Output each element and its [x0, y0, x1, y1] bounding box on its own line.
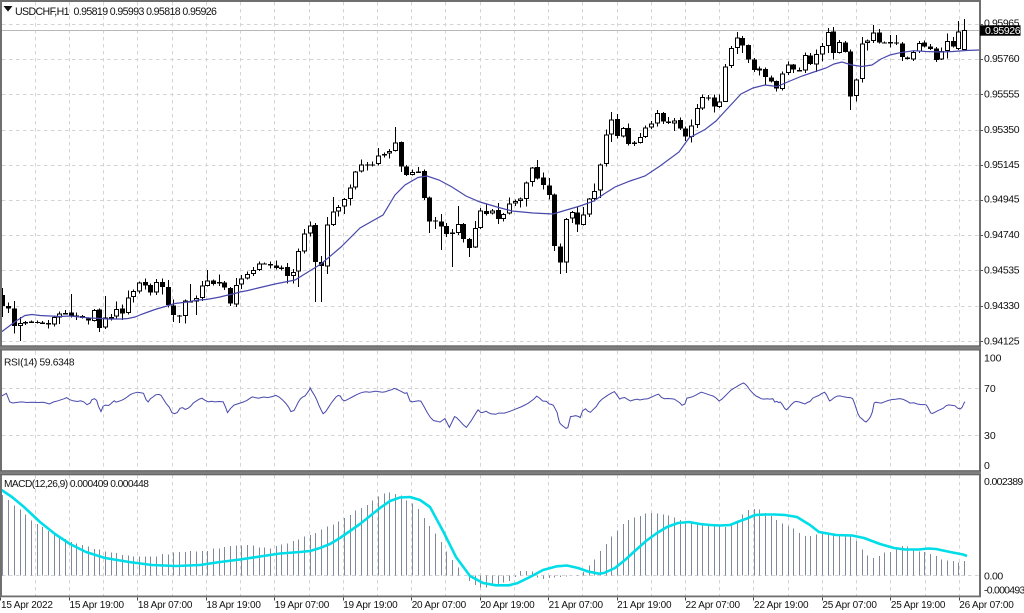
svg-text:RSI(14) 59.6348: RSI(14) 59.6348	[4, 358, 75, 369]
svg-text:20 Apr 19:00: 20 Apr 19:00	[480, 600, 535, 611]
svg-text:22 Apr 19:00: 22 Apr 19:00	[754, 600, 809, 611]
svg-text:18 Apr 19:00: 18 Apr 19:00	[206, 600, 261, 611]
svg-text:25 Apr 07:00: 25 Apr 07:00	[822, 600, 877, 611]
svg-text:21 Apr 19:00: 21 Apr 19:00	[617, 600, 672, 611]
svg-text:-0.000493: -0.000493	[984, 585, 1024, 597]
svg-text:100: 100	[984, 352, 1002, 364]
svg-text:25 Apr 19:00: 25 Apr 19:00	[891, 600, 946, 611]
svg-text:30: 30	[984, 430, 996, 442]
svg-text:0.94740: 0.94740	[984, 229, 1020, 241]
svg-text:20 Apr 07:00: 20 Apr 07:00	[412, 600, 467, 611]
svg-text:15 Apr 2022: 15 Apr 2022	[1, 600, 53, 611]
svg-text:19 Apr 07:00: 19 Apr 07:00	[275, 600, 330, 611]
svg-text:19 Apr 19:00: 19 Apr 19:00	[343, 600, 398, 611]
svg-text:0.94535: 0.94535	[984, 265, 1020, 277]
svg-text:70: 70	[984, 383, 996, 395]
svg-text:26 Apr 07:00: 26 Apr 07:00	[959, 600, 1014, 611]
svg-text:0.94125: 0.94125	[984, 335, 1020, 347]
svg-text:21 Apr 07:00: 21 Apr 07:00	[549, 600, 604, 611]
svg-text:22 Apr 07:00: 22 Apr 07:00	[686, 600, 741, 611]
svg-text:0.94330: 0.94330	[984, 300, 1020, 312]
svg-text:0.95555: 0.95555	[984, 89, 1020, 101]
svg-text:USDCHF,H1 0.95819 0.95993 0.9: USDCHF,H1 0.95819 0.95993 0.95818 0.9592…	[15, 6, 217, 18]
svg-text:15 Apr 19:00: 15 Apr 19:00	[70, 600, 125, 611]
svg-text:0.95760: 0.95760	[984, 53, 1020, 65]
svg-text:0.95145: 0.95145	[984, 159, 1020, 171]
svg-text:18 Apr 07:00: 18 Apr 07:00	[138, 600, 193, 611]
svg-text:0.00: 0.00	[984, 571, 1003, 583]
svg-text:0: 0	[984, 460, 990, 472]
svg-text:MACD(12,26,9) 0.000409 0.00044: MACD(12,26,9) 0.000409 0.000448	[4, 479, 149, 490]
svg-text:0.002389: 0.002389	[984, 476, 1023, 488]
svg-text:0.95926: 0.95926	[985, 25, 1021, 37]
svg-text:0.95350: 0.95350	[984, 124, 1020, 136]
svg-text:0.94945: 0.94945	[984, 194, 1020, 206]
